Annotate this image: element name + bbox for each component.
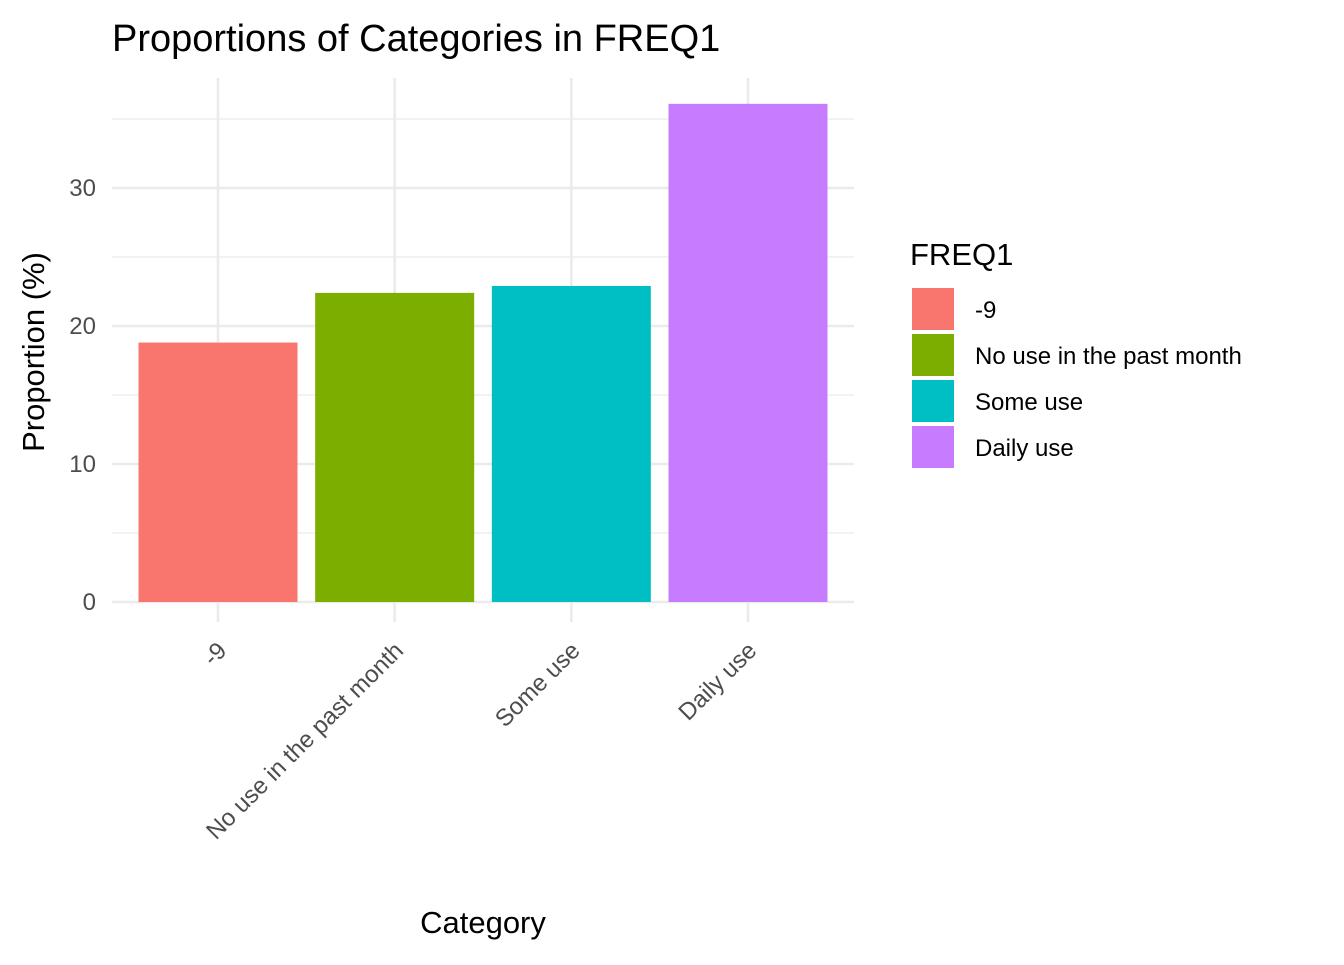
chart-title: Proportions of Categories in FREQ1: [112, 18, 720, 60]
legend-swatch: [912, 380, 954, 422]
bars: [138, 103, 828, 602]
legend: FREQ1 -9 No use in the past month Some use…: [910, 237, 1242, 468]
x-axis-ticks: -9No use in the past month Some use Daily …: [198, 637, 762, 845]
legend-label: Daily use: [975, 435, 1074, 462]
legend-swatch: [912, 426, 954, 468]
legend-label: -9: [975, 297, 996, 324]
y-tick-label: 20: [69, 313, 96, 340]
legend-label: Some use: [975, 389, 1083, 416]
bar: [138, 342, 298, 602]
y-tick-label: 10: [69, 451, 96, 478]
x-tick-label: -9: [198, 637, 232, 671]
x-axis-title: Category: [420, 905, 546, 940]
bar: [315, 292, 475, 602]
legend-label: No use in the past month: [975, 343, 1242, 370]
legend-swatch: [912, 288, 954, 330]
y-axis-ticks: 0 10 20 30: [69, 175, 96, 616]
y-axis-title: Proportion (%): [16, 252, 51, 452]
y-tick-label: 30: [69, 175, 96, 202]
x-tick-label: Daily use: [673, 637, 762, 726]
y-tick-label: 0: [83, 589, 96, 616]
bar: [491, 285, 651, 602]
x-tick-label: Some use: [490, 637, 586, 733]
legend-title: FREQ1: [910, 237, 1013, 272]
x-tick-label: No use in the past month: [201, 637, 409, 845]
legend-swatch: [912, 334, 954, 376]
bar: [668, 103, 828, 602]
